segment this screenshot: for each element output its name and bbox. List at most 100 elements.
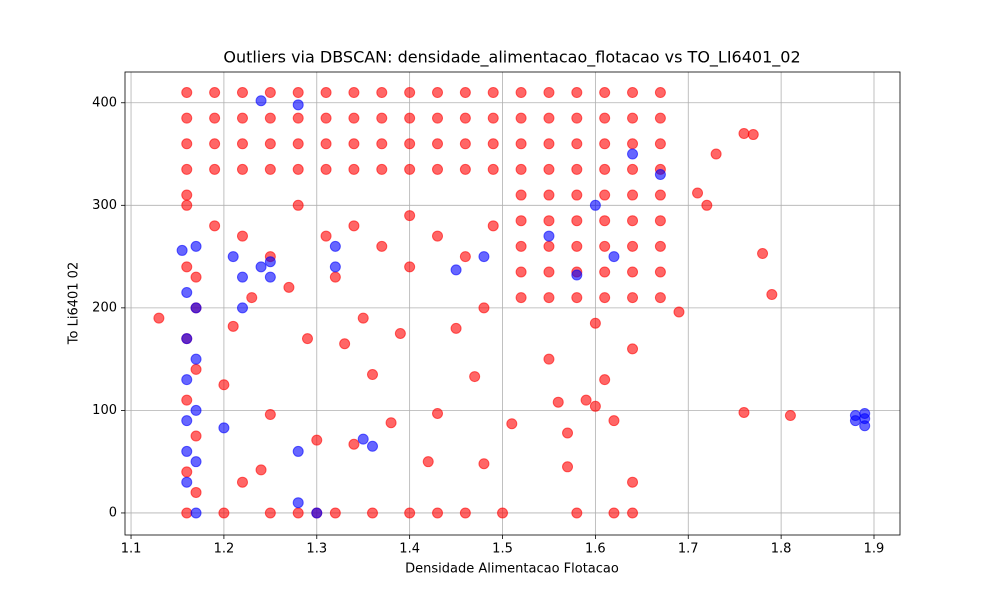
point [654,87,666,99]
point [348,438,360,450]
point [478,458,490,470]
point [738,406,750,418]
point [627,138,639,150]
point [487,220,499,232]
point [478,251,490,263]
point [589,199,601,211]
point [459,112,471,124]
x-tick-label: 1.7 [678,542,699,557]
y-tick-label: 400 [92,95,117,110]
point [181,286,193,298]
point [608,415,620,427]
point [320,138,332,150]
point [311,507,323,519]
point [515,189,527,201]
point [181,189,193,201]
point [432,407,444,419]
point [236,302,248,314]
point [190,456,202,468]
point [404,87,416,99]
point [599,189,611,201]
point [562,427,574,439]
point [181,138,193,150]
point [181,163,193,175]
point [627,507,639,519]
point [627,266,639,278]
point [404,112,416,124]
point [571,269,583,281]
point [181,507,193,519]
point [366,507,378,519]
point [589,400,601,412]
point [543,230,555,242]
point [283,281,295,293]
point [357,312,369,324]
x-tick-label: 1.8 [771,542,792,557]
point [627,343,639,355]
point [627,148,639,160]
point [181,374,193,386]
point [339,338,351,350]
x-tick-label: 1.9 [864,542,885,557]
point [236,271,248,283]
point [608,507,620,519]
point [654,266,666,278]
point [181,466,193,478]
point [366,440,378,452]
point [320,87,332,99]
point [543,87,555,99]
point [543,215,555,227]
point [190,507,202,519]
point [292,112,304,124]
point [627,215,639,227]
point [543,138,555,150]
point [376,87,388,99]
point [181,87,193,99]
point [385,417,397,429]
point [543,189,555,201]
point [292,87,304,99]
point [329,240,341,252]
point [348,87,360,99]
point [376,240,388,252]
point [459,87,471,99]
point [255,464,267,476]
point [320,112,332,124]
point [236,87,248,99]
point [571,87,583,99]
point [432,112,444,124]
point [432,87,444,99]
point [757,248,769,260]
point [571,163,583,175]
point [190,271,202,283]
point [264,256,276,268]
point [599,163,611,175]
point [543,353,555,365]
point [487,138,499,150]
point [218,422,230,434]
point [264,112,276,124]
point [218,507,230,519]
point [701,199,713,211]
point [459,138,471,150]
point [627,240,639,252]
point [329,271,341,283]
point [627,112,639,124]
point [181,415,193,427]
point [627,189,639,201]
point [236,163,248,175]
y-tick-label: 0 [109,505,117,520]
point [515,87,527,99]
point [432,163,444,175]
point [478,302,490,314]
point [376,163,388,175]
point [599,87,611,99]
point [292,138,304,150]
point [404,507,416,519]
point [543,112,555,124]
point [181,199,193,211]
point [515,112,527,124]
point [320,230,332,242]
point [654,112,666,124]
point [859,413,871,425]
